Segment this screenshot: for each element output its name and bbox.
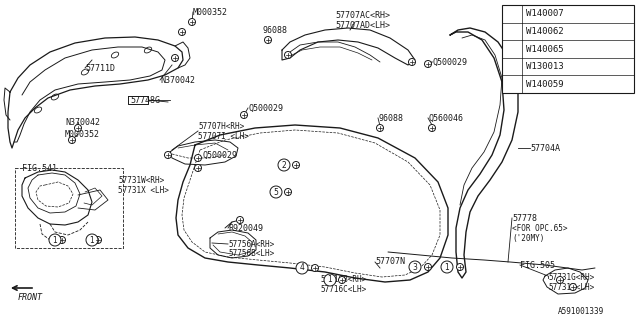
Text: N370042: N370042 [160, 76, 195, 84]
Circle shape [507, 44, 517, 54]
Text: W140062: W140062 [526, 27, 564, 36]
Text: 57704A: 57704A [530, 143, 560, 153]
Circle shape [292, 162, 300, 169]
Text: 3: 3 [509, 44, 515, 53]
Text: 1: 1 [328, 276, 332, 284]
Text: Q500029: Q500029 [202, 150, 237, 159]
Text: W140007: W140007 [526, 9, 564, 18]
Circle shape [507, 27, 517, 36]
Circle shape [339, 276, 346, 284]
Text: 3: 3 [413, 262, 417, 271]
Circle shape [285, 52, 291, 59]
Text: W140065: W140065 [526, 44, 564, 53]
Circle shape [456, 263, 463, 270]
Circle shape [424, 60, 431, 68]
Text: 1: 1 [90, 236, 94, 244]
Circle shape [312, 265, 319, 271]
Text: 1: 1 [509, 9, 515, 18]
Text: Q500029: Q500029 [432, 58, 467, 67]
Text: <FOR OPC.65>: <FOR OPC.65> [512, 223, 568, 233]
Circle shape [49, 234, 61, 246]
Text: FIG.541: FIG.541 [22, 164, 57, 172]
Circle shape [195, 164, 202, 172]
Circle shape [570, 284, 577, 291]
Circle shape [278, 159, 290, 171]
Circle shape [74, 124, 81, 132]
Text: 57778: 57778 [512, 213, 537, 222]
Text: 57731G<RH>: 57731G<RH> [548, 274, 595, 283]
Text: ('20MY): ('20MY) [512, 234, 545, 243]
Text: N370042: N370042 [65, 117, 100, 126]
Circle shape [241, 111, 248, 118]
Circle shape [264, 36, 271, 44]
Bar [15, 168, 123, 248]
Circle shape [429, 124, 435, 132]
Text: 57748G: 57748G [130, 95, 160, 105]
Text: 1: 1 [445, 262, 449, 271]
Text: 57731W<RH>: 57731W<RH> [118, 175, 164, 185]
Text: 5: 5 [509, 80, 515, 89]
Text: 57707AD<LH>: 57707AD<LH> [335, 20, 390, 29]
Text: W130013: W130013 [526, 62, 564, 71]
Circle shape [424, 263, 431, 270]
Text: 57756A<RH>: 57756A<RH> [228, 239, 275, 249]
Circle shape [270, 186, 282, 198]
Circle shape [409, 261, 421, 273]
Text: FIG.505: FIG.505 [520, 260, 555, 269]
Text: 2: 2 [509, 27, 515, 36]
Circle shape [172, 54, 179, 61]
Circle shape [441, 261, 453, 273]
Circle shape [408, 59, 415, 66]
Text: 4: 4 [300, 263, 305, 273]
Text: 1: 1 [52, 236, 58, 244]
Text: M000352: M000352 [65, 130, 100, 139]
Text: FRONT: FRONT [17, 293, 42, 302]
Circle shape [189, 19, 195, 26]
Text: M000352: M000352 [193, 7, 228, 17]
Bar [502, 5, 634, 93]
Circle shape [179, 28, 186, 36]
Text: 5: 5 [273, 188, 278, 196]
Circle shape [68, 137, 76, 143]
Text: 57707I <LH>: 57707I <LH> [198, 132, 249, 140]
Text: R920049: R920049 [228, 223, 263, 233]
Circle shape [507, 62, 517, 72]
Text: 96088: 96088 [262, 26, 287, 35]
Text: 2: 2 [282, 161, 286, 170]
Text: 57707AC<RH>: 57707AC<RH> [335, 11, 390, 20]
Circle shape [507, 79, 517, 89]
Circle shape [95, 236, 102, 244]
Text: 57716C<LH>: 57716C<LH> [320, 285, 366, 294]
Circle shape [86, 234, 98, 246]
Text: 96088: 96088 [378, 114, 403, 123]
Text: 57756B<LH>: 57756B<LH> [228, 250, 275, 259]
Circle shape [58, 236, 65, 244]
Text: 57707H<RH>: 57707H<RH> [198, 122, 244, 131]
Text: 57731X <LH>: 57731X <LH> [118, 186, 169, 195]
Circle shape [296, 262, 308, 274]
Circle shape [557, 276, 563, 284]
Text: 57711D: 57711D [85, 63, 115, 73]
Circle shape [507, 9, 517, 19]
Text: 57716B<RH>: 57716B<RH> [320, 276, 366, 284]
Text: A591001339: A591001339 [558, 308, 604, 316]
Text: Q560046: Q560046 [428, 114, 463, 123]
Text: 57707N: 57707N [375, 258, 405, 267]
Circle shape [324, 274, 336, 286]
Text: 4: 4 [509, 62, 515, 71]
Text: W140059: W140059 [526, 80, 564, 89]
Circle shape [195, 155, 202, 162]
Text: Q500029: Q500029 [248, 103, 283, 113]
Circle shape [164, 151, 172, 158]
Text: 57731H<LH>: 57731H<LH> [548, 284, 595, 292]
Circle shape [237, 217, 243, 223]
Circle shape [376, 124, 383, 132]
Circle shape [285, 188, 291, 196]
